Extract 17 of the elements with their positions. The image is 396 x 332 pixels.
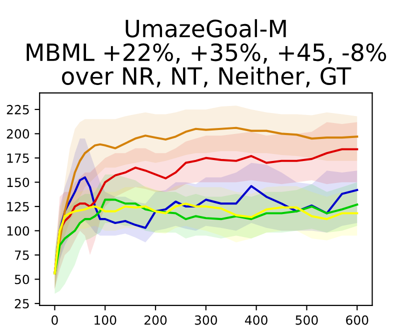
y-tick-label: 200 [6,129,30,139]
x-tick-label: 500 [296,315,318,325]
y-tick-label: 175 [7,154,29,163]
x-tick-label: 400 [245,315,268,325]
x-tick-label: 100 [94,315,116,325]
y-tick-label: 100 [7,226,30,236]
y-tick-label: 225 [6,104,29,114]
chart-title: UmazeGoal-M MBML +22%, +35%, +45, -8% over NR, NT, Neither, GT [26,19,386,88]
y-tick-label: 50 [14,274,30,284]
x-tick-label: 600 [346,315,368,325]
y-tick-label: 150 [7,178,30,188]
x-tick-label: 0 [52,315,58,325]
x-tick-label: 300 [194,315,218,325]
y-tick-label: 75 [14,250,29,260]
y-tick-label: 25 [14,298,29,308]
x-tick-label: 200 [144,315,167,325]
y-tick-label: 125 [7,202,29,212]
